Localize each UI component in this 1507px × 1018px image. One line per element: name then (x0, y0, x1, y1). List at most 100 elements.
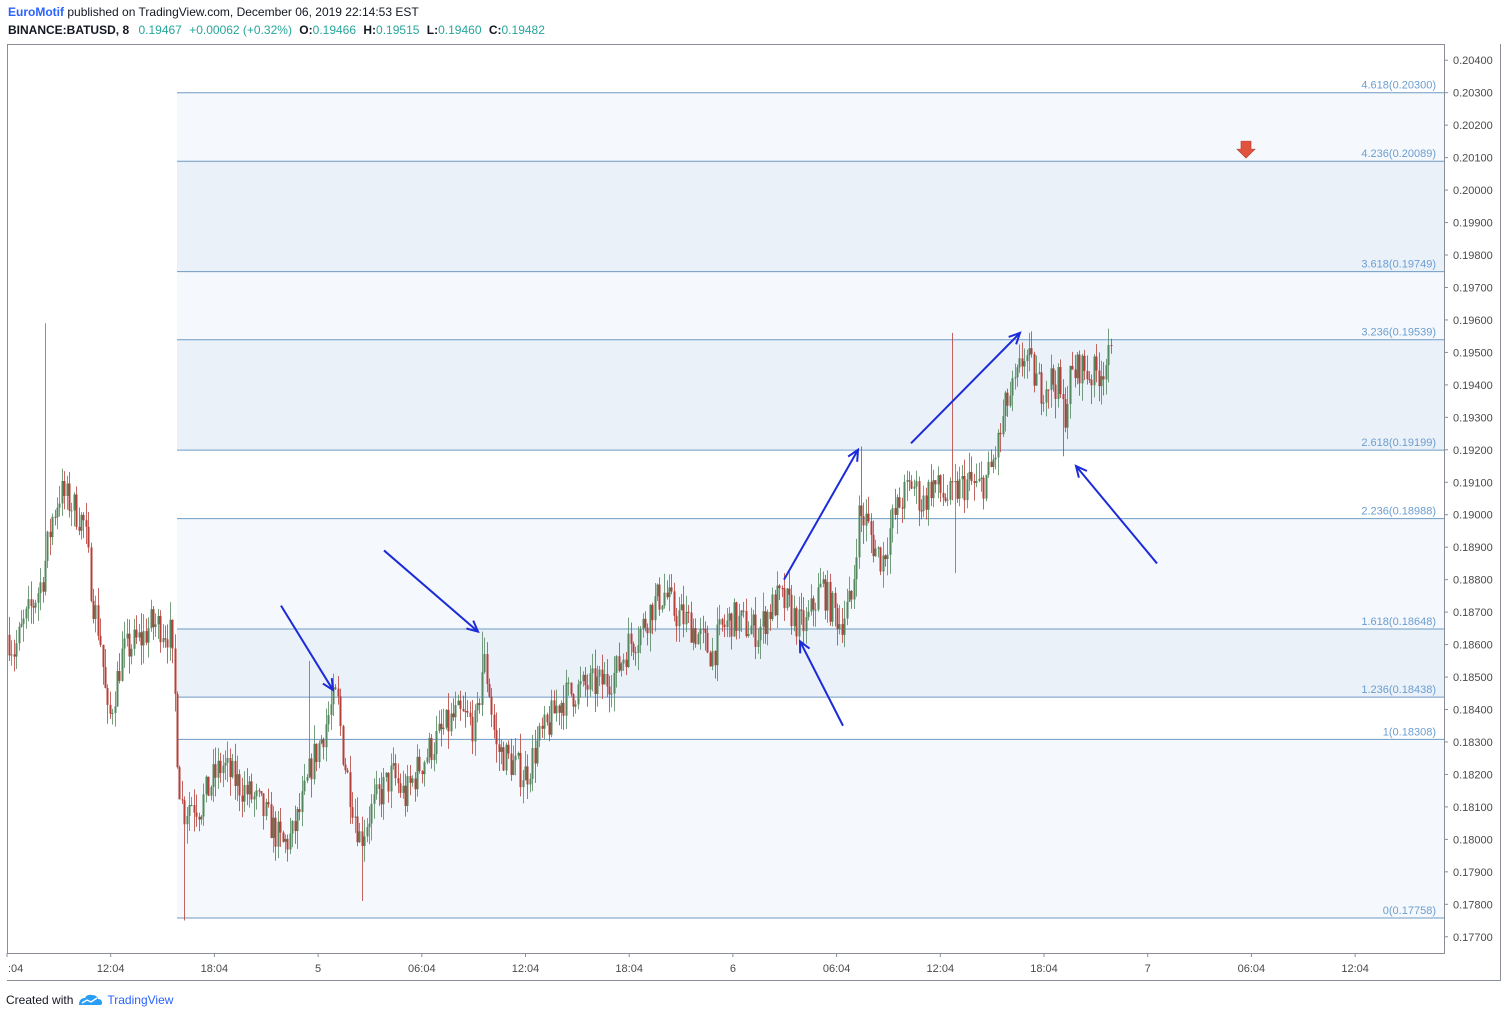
candle-body (507, 744, 510, 754)
arrow-line (1075, 465, 1158, 565)
candle-body (42, 582, 45, 592)
candle-body (162, 638, 165, 643)
candle-body (368, 823, 371, 828)
candle-body (536, 740, 539, 764)
candle-body (680, 604, 683, 611)
candle-body (558, 705, 561, 713)
candle-body (498, 744, 501, 752)
candle-body (601, 669, 604, 685)
candle-body (702, 628, 705, 630)
candle-body (20, 623, 23, 627)
candle-body (238, 774, 241, 796)
candle-body (157, 615, 160, 625)
price-tick-label: 0.20100 (1453, 153, 1493, 165)
candle-body (32, 606, 35, 608)
tradingview-link[interactable]: TradingView (107, 993, 174, 1007)
fib-band (177, 92, 1444, 162)
time-axis[interactable]: :04 12:04 18:04 5 06:04 12:04 18:04 6 06:04 12:04… (6, 953, 1369, 975)
candle-body (608, 686, 611, 695)
down-arrow-marker-icon (1236, 140, 1256, 159)
candle-body (135, 629, 138, 638)
candle-body (1102, 376, 1105, 380)
candle-body (973, 481, 976, 483)
candle-body (522, 780, 525, 788)
candle-body (543, 714, 546, 729)
candle-body (992, 459, 995, 467)
candle-body (452, 713, 455, 718)
candle-body (63, 480, 66, 496)
candle-body (985, 474, 988, 499)
candle-body (1045, 389, 1048, 403)
fib-label: 3.618(0.19749) (1361, 259, 1436, 271)
candle-body (606, 673, 609, 687)
candle-body (130, 648, 133, 657)
candle-body (541, 725, 544, 729)
candle-body (450, 713, 453, 732)
candle-body (142, 631, 145, 646)
candle-body (284, 838, 287, 842)
candle-body (1098, 370, 1101, 387)
fib-label: 1(0.18308) (1383, 726, 1436, 738)
candle-body (92, 600, 95, 619)
author-name[interactable]: EuroMotif (8, 5, 64, 19)
time-tick-label: 7 (1145, 963, 1151, 975)
candle-body (961, 476, 964, 480)
candle-body (464, 711, 467, 713)
candle-body (1057, 367, 1060, 399)
candle-body (166, 639, 169, 648)
candle-body (282, 832, 285, 842)
candle-body (1083, 355, 1086, 371)
candle-body (490, 696, 493, 715)
price-axis[interactable]: 0.20400 0.20300 0.20200 0.20100 0.20000 0.199… (1444, 55, 1493, 944)
candle-body (61, 480, 64, 504)
candle-body (1023, 361, 1026, 367)
candle-body (627, 633, 630, 667)
candle-body (994, 457, 997, 460)
candle-body (346, 770, 349, 773)
candle-body (733, 602, 736, 637)
candle-body (222, 765, 225, 774)
candle-body (10, 654, 13, 656)
candle-body (99, 635, 102, 645)
candle-body (1081, 355, 1084, 384)
candle-body (493, 714, 496, 730)
candle-body (704, 628, 707, 633)
candle-body (174, 648, 177, 694)
candle-body (651, 604, 654, 621)
fib-levels: 0(0.17758) 1(0.18308) 1.236(0.18438) 1.618(… (177, 80, 1444, 919)
candle-body (397, 778, 400, 784)
candle-body (106, 687, 109, 705)
fib-band (177, 161, 1444, 272)
arrow-head (322, 677, 335, 692)
candle-body (898, 497, 901, 508)
candle-body (658, 584, 661, 610)
candle-body (390, 765, 393, 792)
candle-body (855, 557, 858, 580)
price-chart[interactable]: 0(0.17758) 1(0.18308) 1.236(0.18438) 1.618(… (0, 0, 1507, 990)
candle-body (1090, 379, 1093, 386)
candle-body (430, 737, 433, 761)
candle-body (956, 481, 959, 499)
candle-body (178, 767, 181, 800)
candle-body (358, 831, 361, 843)
candle-body (1002, 415, 1005, 435)
candle-body (200, 816, 203, 820)
low-label: L: (426, 23, 439, 37)
candle-body (265, 802, 268, 817)
candle-body (769, 611, 772, 620)
fib-label: 2.618(0.19199) (1361, 437, 1436, 449)
candle-body (817, 587, 820, 610)
candle-body (1110, 345, 1113, 347)
candle-body (505, 744, 508, 771)
candle-body (918, 481, 921, 511)
candle-body (274, 817, 277, 847)
fib-bands (177, 92, 1444, 918)
candle-body (565, 682, 568, 716)
arrow-head (1008, 331, 1022, 345)
candle-body (738, 615, 741, 631)
candle-body (853, 579, 856, 600)
candle-body (1078, 354, 1081, 384)
price-tick-label: 0.20400 (1453, 55, 1493, 67)
candle-body (673, 591, 676, 616)
candle-body (39, 582, 42, 594)
